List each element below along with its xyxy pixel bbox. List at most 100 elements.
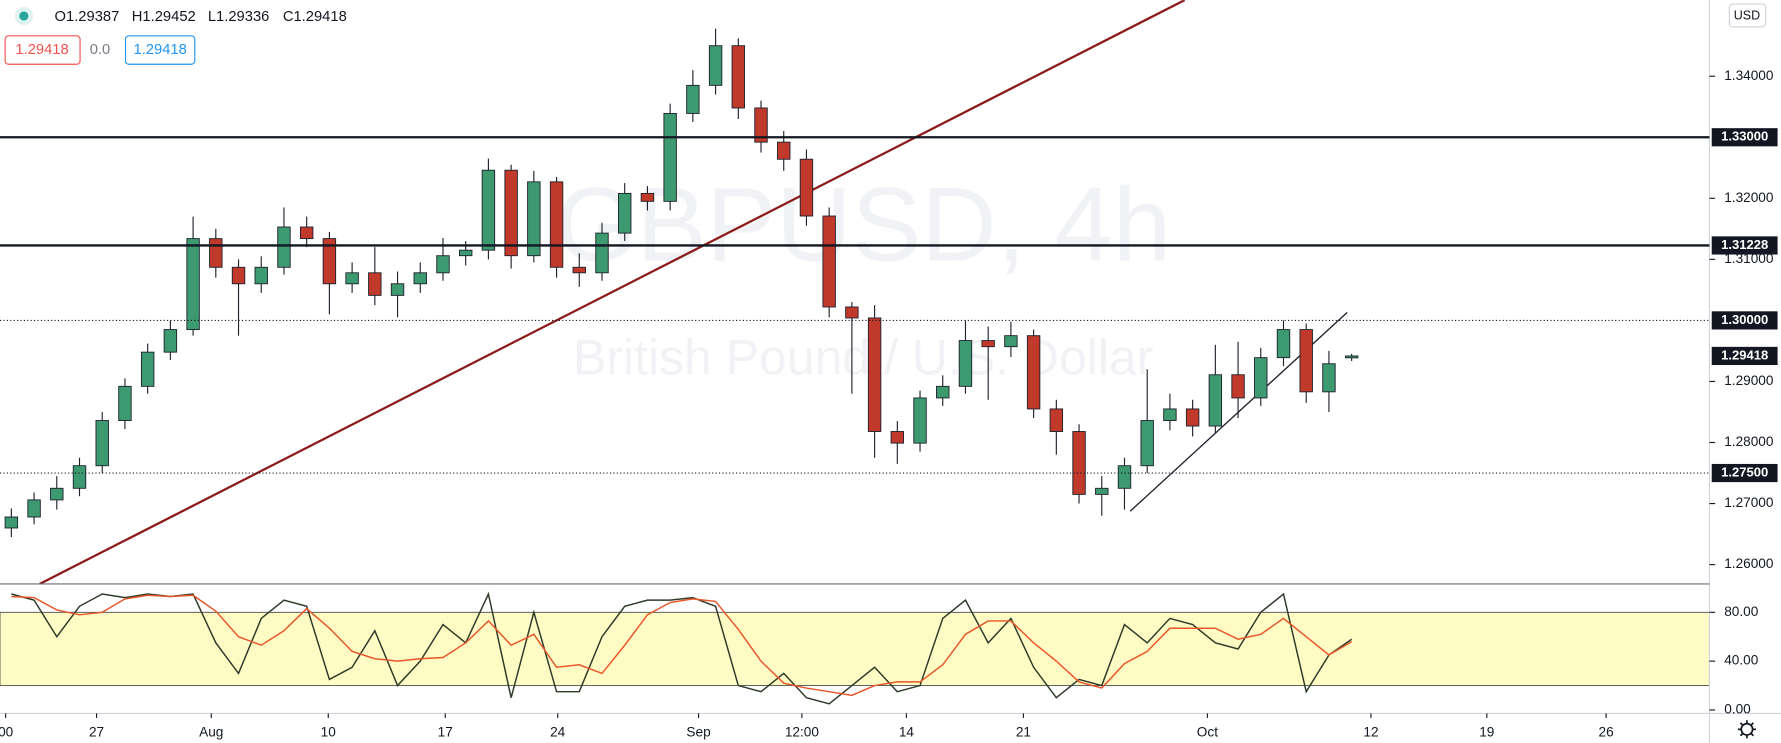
level-label-bg <box>1711 236 1778 255</box>
x-tick-label: 12:00 <box>785 724 820 739</box>
candle-body <box>368 272 382 296</box>
level-label-bg <box>1711 463 1778 483</box>
candle-body <box>27 499 41 518</box>
x-tick-label: 00 <box>0 724 14 739</box>
candle-body <box>686 84 700 114</box>
y-tick-label: 1.29000 <box>1724 373 1774 388</box>
candle-body <box>345 272 359 285</box>
x-tick-label: 14 <box>899 724 915 739</box>
candle-body <box>958 340 973 387</box>
candle-body <box>186 238 200 331</box>
candle-body <box>618 192 632 234</box>
settings-icon[interactable] <box>1737 720 1757 739</box>
x-tick-label: 10 <box>321 724 337 739</box>
x-tick-label: 17 <box>438 724 453 739</box>
candle-body <box>663 112 677 202</box>
ask-price: 1.29418 <box>133 42 186 58</box>
candle-body <box>1095 487 1109 495</box>
buy-button[interactable] <box>124 35 196 65</box>
x-tick-label: 19 <box>1479 724 1494 739</box>
candle-body <box>1026 335 1041 410</box>
candle-body <box>163 329 178 353</box>
candle-body <box>209 238 223 268</box>
y-tick-label: 0.00 <box>1724 702 1751 717</box>
candle-body <box>1208 374 1223 427</box>
level-label-bg <box>1711 311 1778 330</box>
ohlc-high: H1.29452 <box>132 9 196 25</box>
y-tick-label: 1.31000 <box>1724 251 1774 266</box>
level-label: 1.27500 <box>1721 464 1768 479</box>
level-label: 1.33000 <box>1721 129 1768 144</box>
y-tick-label: 80.00 <box>1724 604 1759 619</box>
sell-button[interactable] <box>4 35 81 65</box>
candle-body <box>481 169 496 251</box>
candle-body <box>754 107 768 143</box>
stoch-line <box>11 594 1353 697</box>
candle-body <box>981 340 995 348</box>
candle-body <box>1276 329 1291 359</box>
candle-body <box>527 181 541 257</box>
stoch-pane <box>0 591 1710 705</box>
level-label: 1.29418 <box>1721 347 1768 362</box>
candle-body <box>118 385 132 421</box>
candle-body <box>1049 408 1064 432</box>
candle-body <box>231 266 246 285</box>
y-tick-label: 40.00 <box>1724 653 1759 668</box>
candle-body <box>777 141 791 160</box>
candle-body <box>1344 355 1359 359</box>
candle-body <box>50 487 64 501</box>
bid-price: 1.29418 <box>15 42 68 58</box>
watermark-subtitle: British Pound / U.S. Dollar <box>573 329 1153 385</box>
candle-body <box>799 158 814 217</box>
candle-body <box>1231 374 1245 399</box>
candle-body <box>890 431 905 444</box>
y-tick-label: 1.32000 <box>1724 190 1774 205</box>
candle-body <box>72 465 87 489</box>
x-tick-label: Sep <box>686 724 710 739</box>
candle-body <box>140 351 155 387</box>
candle-body <box>504 169 518 257</box>
status-dot <box>19 11 29 21</box>
currency-button[interactable] <box>1728 3 1767 28</box>
x-tick-label: 12 <box>1363 724 1378 739</box>
candle-body <box>572 266 586 274</box>
trend-line <box>39 0 1186 584</box>
candle-body <box>1185 408 1200 427</box>
candle-body <box>299 226 314 240</box>
candle-body <box>95 420 109 467</box>
candle-body <box>1072 431 1086 495</box>
candle-body <box>822 215 836 308</box>
y-tick-label: 1.26000 <box>1724 556 1774 571</box>
candle-body <box>390 283 405 296</box>
candle-body <box>640 192 655 202</box>
level-label-bg <box>1711 346 1778 366</box>
stoch-line <box>11 591 1353 705</box>
x-tick-label: Oct <box>1197 724 1218 739</box>
candle-body <box>458 249 473 257</box>
level-label-bg <box>1711 128 1778 147</box>
candle-body <box>1163 408 1177 421</box>
candle-body <box>1322 363 1336 393</box>
candle-body <box>595 232 609 274</box>
candle-body <box>549 181 564 268</box>
candle-body <box>936 385 950 399</box>
x-tick-label: 26 <box>1599 724 1614 739</box>
spread: 0.0 <box>90 42 111 58</box>
ohlc-open: O1.29387 <box>55 9 120 25</box>
level-label: 1.30000 <box>1721 312 1768 327</box>
candle-body <box>4 516 19 529</box>
band <box>0 611 1710 687</box>
candle-body <box>731 45 745 109</box>
candle-body <box>1254 357 1268 399</box>
candle-body <box>1299 329 1313 393</box>
candle-body <box>322 238 337 285</box>
candle-body <box>436 255 450 274</box>
x-tick-label: 21 <box>1016 724 1031 739</box>
watermark-title: GBPUSD, 4h <box>555 167 1171 284</box>
candle-body <box>1140 420 1154 467</box>
level-label: 1.31228 <box>1721 237 1768 252</box>
candle-body <box>254 266 268 285</box>
x-tick-label: 27 <box>89 724 104 739</box>
